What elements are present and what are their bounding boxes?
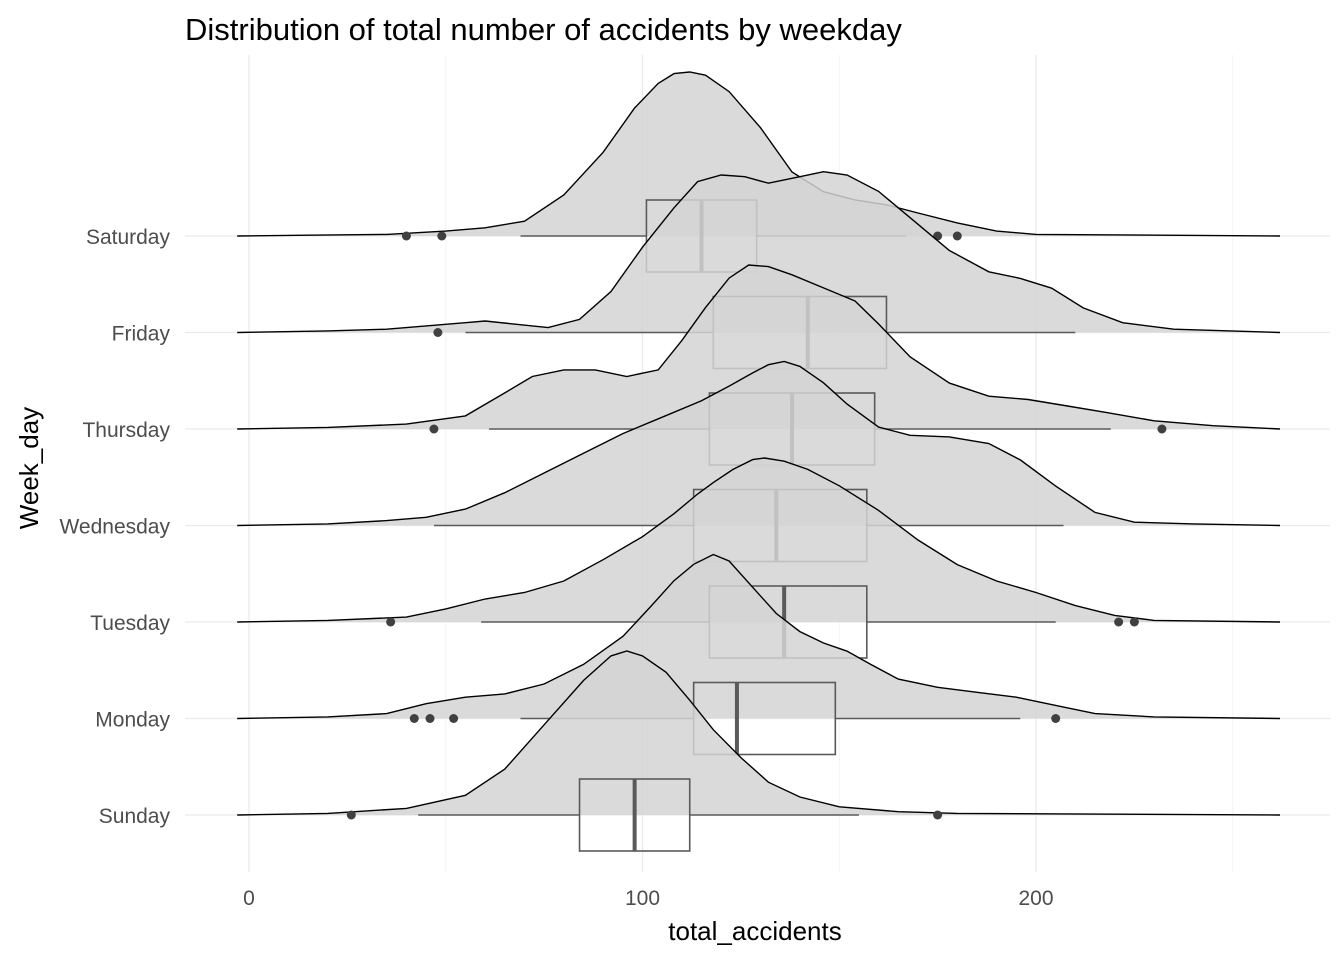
outlier-point <box>952 231 962 241</box>
density-line <box>237 264 1281 430</box>
outlier-point <box>346 810 356 820</box>
plot-layer <box>237 71 1281 852</box>
outlier-point <box>386 617 396 627</box>
density-line <box>237 71 1281 237</box>
density-area <box>237 171 1281 333</box>
density-area <box>237 361 1281 526</box>
y-tick-label: Wednesday <box>59 516 170 539</box>
density-line <box>237 650 1281 816</box>
density-line <box>237 360 1281 527</box>
density-area <box>237 265 1281 429</box>
y-tick-label: Saturday <box>86 226 171 249</box>
outlier-point <box>1129 617 1139 627</box>
x-tick-label: 100 <box>625 887 660 910</box>
density-area <box>237 554 1281 719</box>
density-line <box>237 553 1281 720</box>
y-tick-label: Friday <box>112 323 171 346</box>
outlier-point <box>1157 424 1167 434</box>
outlier-point <box>449 714 459 723</box>
outlier-point <box>429 424 439 434</box>
density-line <box>237 170 1281 334</box>
y-tick-label: Monday <box>95 709 170 732</box>
outlier-point <box>1051 714 1061 723</box>
y-axis-title: Week_day <box>14 407 44 529</box>
ridge-sunday <box>237 650 1281 852</box>
density-area <box>237 458 1281 622</box>
outlier-point <box>409 714 419 723</box>
outlier-point <box>433 328 443 337</box>
density-area <box>237 72 1281 236</box>
outlier-point <box>1114 617 1124 627</box>
y-tick-labels: Sunday Monday Tuesday Wednesday Thursday Frid… <box>59 226 170 828</box>
x-tick-label: 0 <box>243 887 255 910</box>
x-tick-labels: 0 100 200 <box>243 887 1053 910</box>
outlier-point <box>933 810 943 820</box>
chart-title: Distribution of total number of accident… <box>185 12 902 47</box>
outlier-point <box>437 231 447 241</box>
y-tick-label: Sunday <box>99 805 171 828</box>
x-axis-title: total_accidents <box>668 916 841 946</box>
x-tick-label: 200 <box>1018 887 1053 910</box>
y-tick-label: Tuesday <box>90 612 170 635</box>
outlier-point <box>425 714 435 723</box>
density-line <box>237 457 1281 623</box>
y-tick-label: Thursday <box>82 419 170 442</box>
outlier-point <box>401 231 411 241</box>
